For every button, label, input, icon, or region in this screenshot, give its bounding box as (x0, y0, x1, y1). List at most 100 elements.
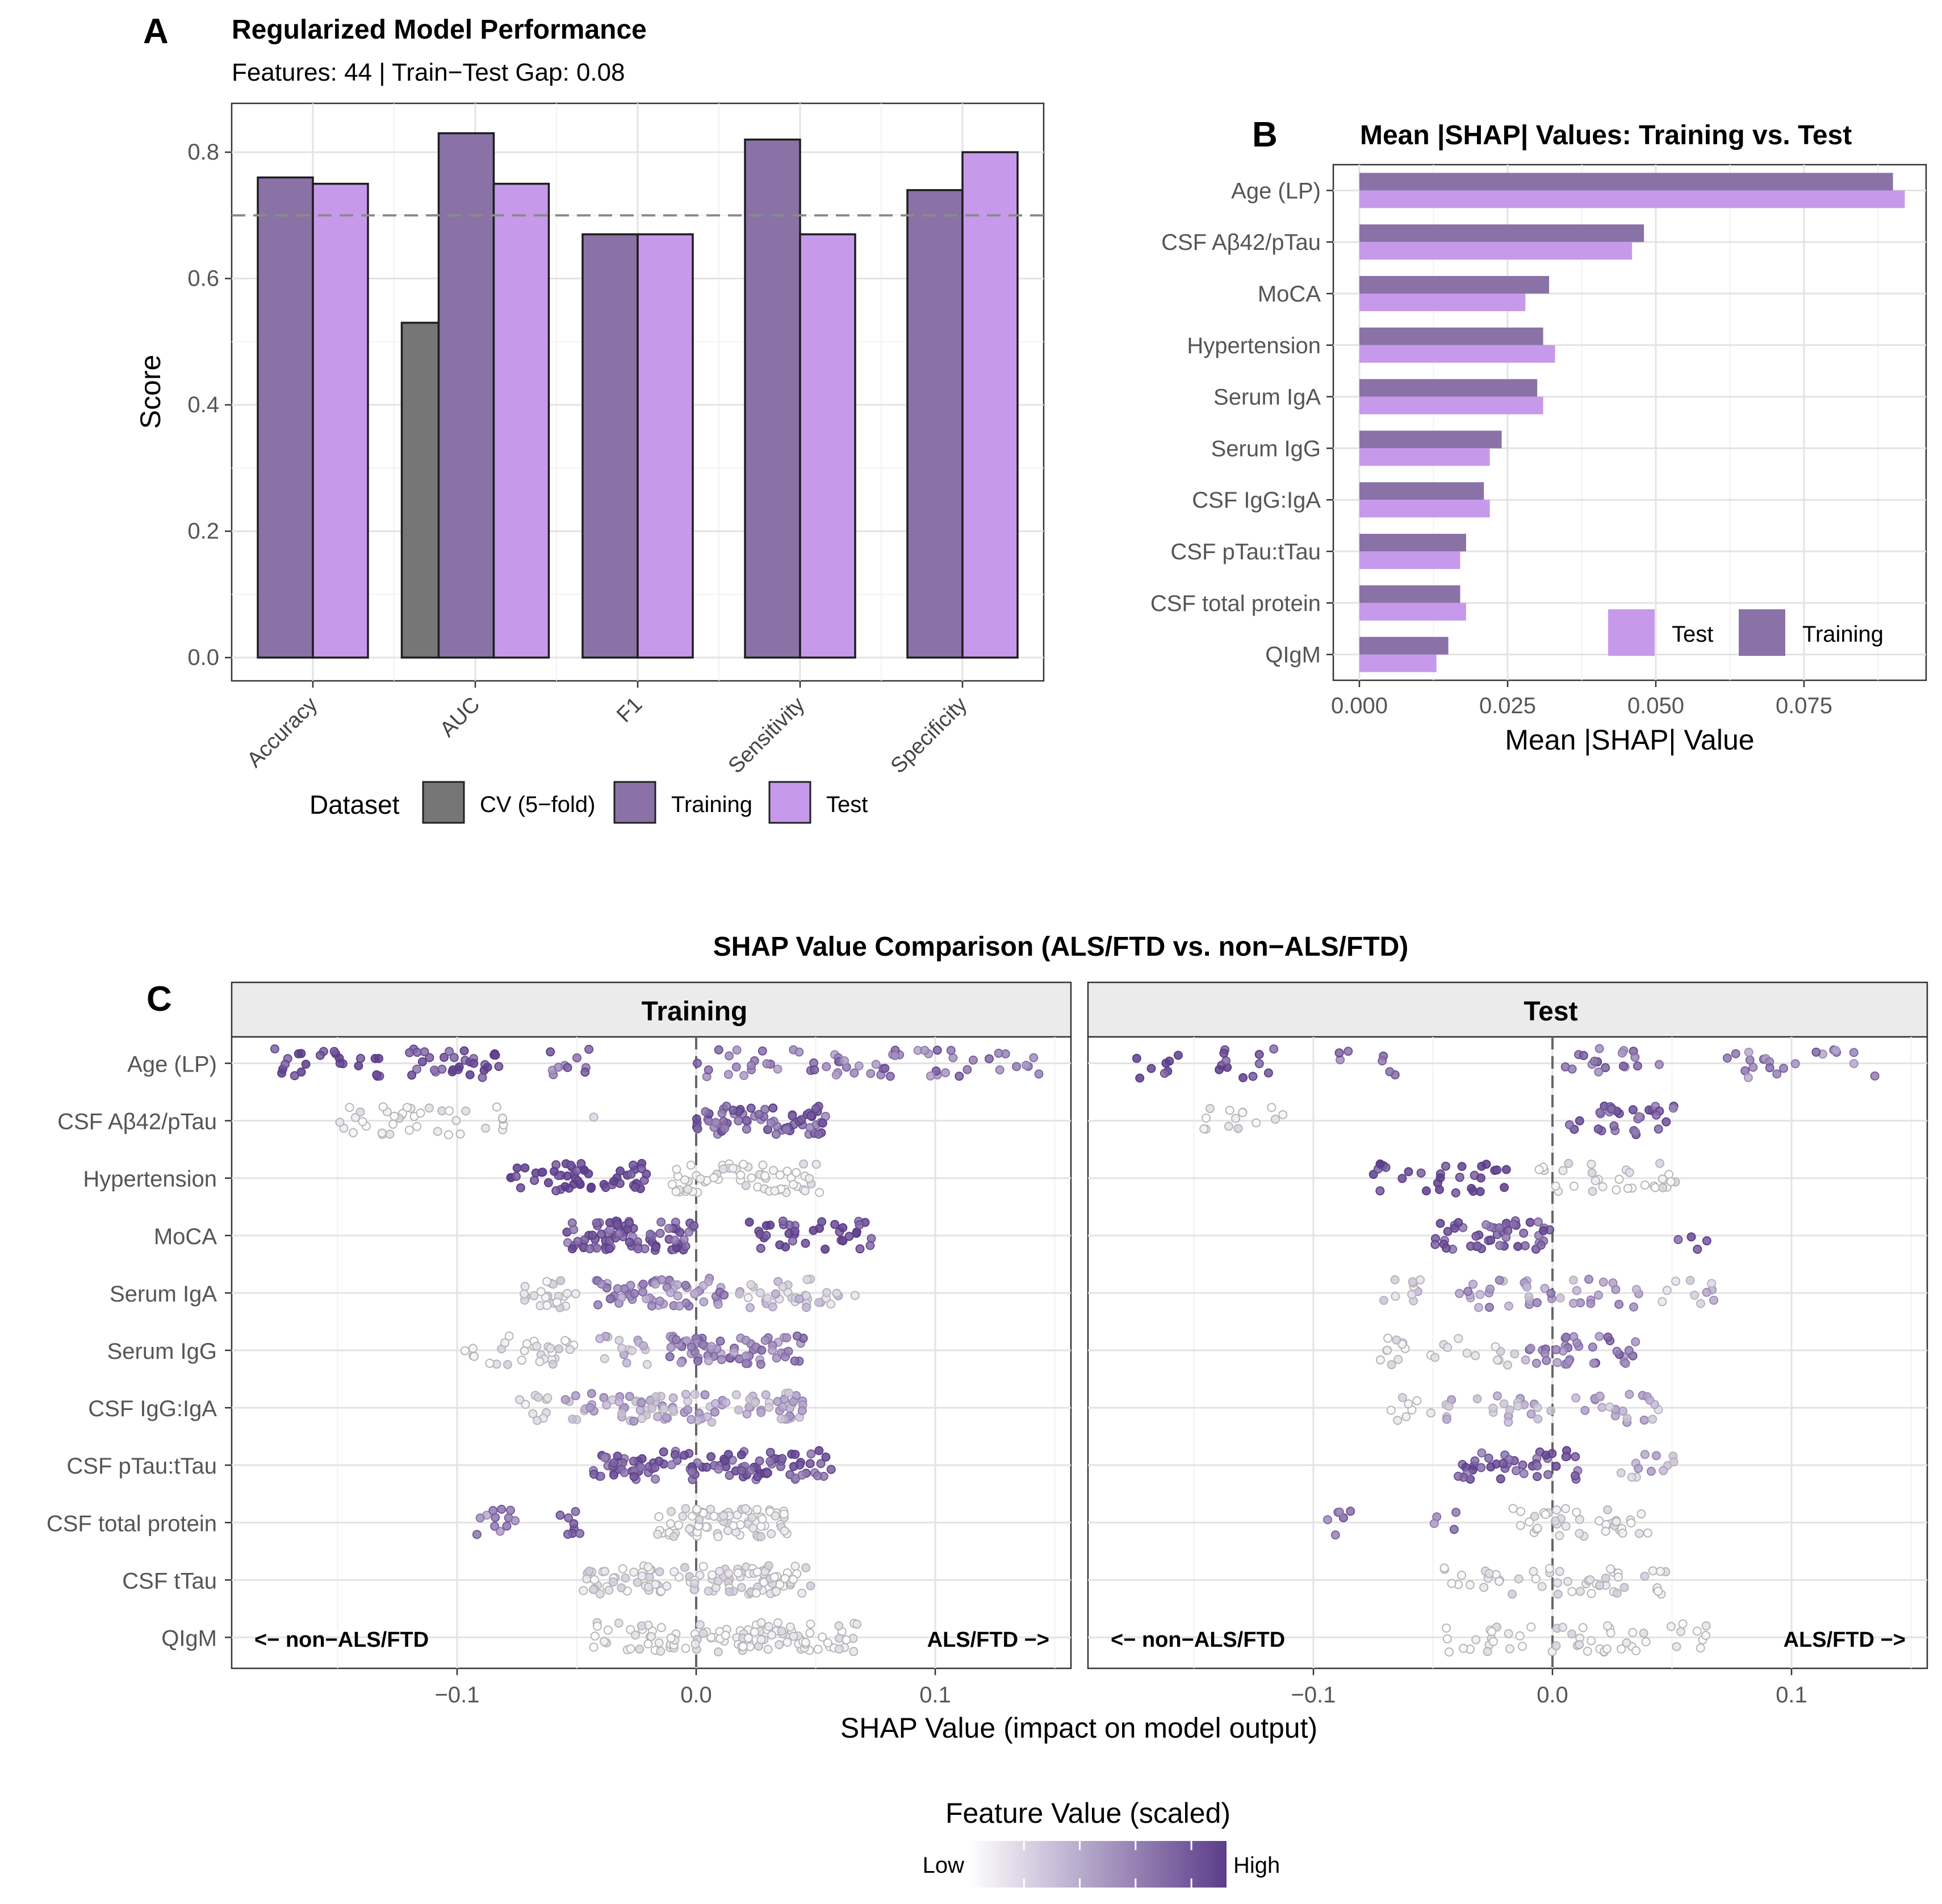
shap-point (1435, 1219, 1445, 1228)
shap-point (667, 1460, 676, 1470)
shap-point (1637, 1509, 1646, 1518)
shap-point (687, 1415, 696, 1424)
shap-point (789, 1631, 798, 1641)
shap-point (1627, 1472, 1637, 1482)
shap-point (495, 1526, 505, 1536)
shap-point (1676, 1627, 1685, 1637)
shap-point (1655, 1158, 1664, 1168)
shap-point (554, 1062, 563, 1072)
shap-point (667, 1179, 677, 1189)
shap-point (1571, 1393, 1581, 1403)
shap-point (742, 1359, 751, 1369)
shap-point (1693, 1245, 1702, 1254)
shap-point (784, 1388, 794, 1398)
shap-point (642, 1359, 652, 1369)
shap-point (962, 1065, 972, 1074)
panel-b-x-axis-title: Mean |SHAP| Value (1505, 724, 1754, 756)
shap-point (690, 1289, 699, 1298)
shap-point (1219, 1048, 1229, 1058)
shap-point (630, 1289, 639, 1298)
shap-point (693, 1058, 702, 1068)
shap-point (533, 1416, 542, 1425)
shap-point (1595, 1580, 1604, 1590)
shap-point (1551, 1516, 1560, 1526)
shap-point (1640, 1571, 1650, 1581)
shap-point (1673, 1235, 1683, 1244)
shap-point (741, 1351, 751, 1361)
shap-point (1525, 1517, 1534, 1527)
shap-point (1379, 1296, 1388, 1305)
shap-point (1451, 1188, 1460, 1198)
shap-point (488, 1506, 498, 1515)
shap-point (617, 1344, 626, 1353)
shap-point (1330, 1530, 1340, 1540)
shap-point (1416, 1168, 1426, 1178)
shap-point (1451, 1508, 1461, 1517)
shap-point (813, 1644, 823, 1654)
shap-point (686, 1160, 696, 1170)
shap-point (709, 1512, 719, 1521)
shap-point (1601, 1063, 1610, 1073)
shap-point (702, 1412, 712, 1421)
bar-training (1359, 276, 1550, 294)
shap-point (502, 1521, 512, 1531)
shap-point (1160, 1069, 1169, 1078)
shap-point (1558, 1622, 1567, 1632)
shap-point (485, 1358, 495, 1368)
shap-point (739, 1071, 749, 1080)
shap-point (510, 1516, 520, 1525)
shap-point (622, 1358, 631, 1368)
colorbar-title: Feature Value (scaled) (945, 1797, 1231, 1829)
shap-point (548, 1359, 558, 1369)
shap-point (675, 1301, 684, 1311)
bar-training (1359, 379, 1538, 397)
panel-b-title: Mean |SHAP| Values: Training vs. Test (1360, 120, 1852, 150)
shap-point (1541, 1450, 1551, 1460)
shap-point (530, 1175, 539, 1185)
shap-point (818, 1118, 827, 1128)
shap-point (1640, 1450, 1650, 1459)
shap-point (1508, 1589, 1517, 1599)
shap-point (582, 1574, 592, 1584)
shap-point (1701, 1631, 1710, 1640)
shap-point (1442, 1623, 1451, 1633)
shap-point (741, 1504, 750, 1513)
shap-point (758, 1160, 768, 1170)
shap-point (1612, 1517, 1621, 1526)
shap-point (1662, 1286, 1672, 1295)
shap-point (1518, 1460, 1527, 1470)
shap-point (1397, 1393, 1407, 1403)
shap-point (789, 1462, 798, 1471)
shap-point (1493, 1355, 1502, 1365)
shap-point (585, 1403, 595, 1412)
shap-point (742, 1124, 751, 1134)
shap-point (1334, 1048, 1344, 1058)
shap-point (1648, 1566, 1658, 1576)
shap-point (644, 1572, 654, 1582)
bar-training (1359, 327, 1543, 345)
shap-point (757, 1046, 767, 1056)
shap-point (1654, 1587, 1663, 1596)
shap-point (1454, 1471, 1463, 1481)
y-tick-label: MoCA (1258, 282, 1321, 307)
shap-point (792, 1167, 801, 1177)
shap-point (651, 1392, 661, 1401)
shap-point (506, 1505, 515, 1515)
shap-point (714, 1464, 723, 1474)
y-tick-label: 0.8 (187, 140, 219, 165)
bar-test (1359, 396, 1543, 415)
shap-point (1504, 1417, 1513, 1427)
shap-point (468, 1344, 478, 1353)
shap-point (1606, 1564, 1615, 1574)
shap-point (604, 1585, 614, 1595)
y-tick-label: MoCA (154, 1224, 217, 1249)
shap-point (1618, 1407, 1627, 1416)
shap-point (1442, 1415, 1451, 1424)
shap-point (626, 1281, 635, 1290)
shap-point (1731, 1049, 1740, 1058)
shap-point (771, 1511, 780, 1521)
shap-point (1635, 1529, 1644, 1538)
shap-point (1513, 1242, 1523, 1251)
shap-point (1233, 1124, 1243, 1133)
shap-point (715, 1567, 725, 1576)
